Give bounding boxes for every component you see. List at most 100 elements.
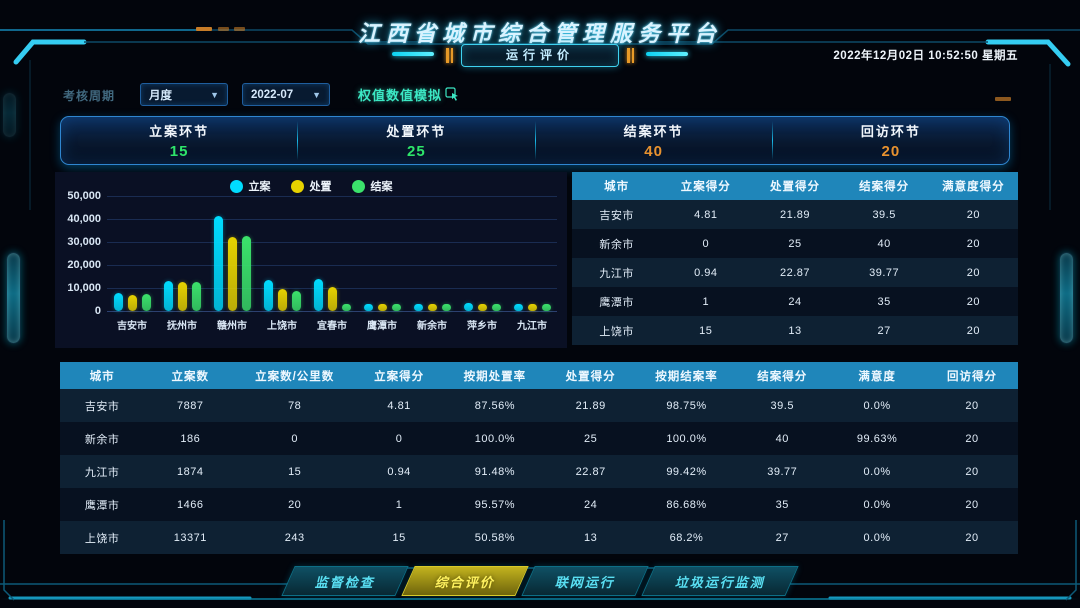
- nav-tab-联网运行[interactable]: 联网运行: [521, 566, 649, 596]
- bar-立案-新余市: [413, 304, 423, 311]
- cell: 20: [236, 488, 354, 521]
- cell: 鹰潭市: [60, 488, 145, 521]
- bar-结案-上饶市: [291, 290, 301, 311]
- header-cell: 处置得分: [544, 362, 637, 389]
- detail-table: 城市 立案数 立案数/公里数 立案得分 按期处置率 处置得分 按期结案率 结案得分 满意度 回访得…: [60, 362, 1018, 554]
- cell: 新余市: [60, 422, 145, 455]
- cell: 1466: [144, 488, 237, 521]
- legend-dot: [351, 179, 365, 193]
- chart-gridline: [107, 265, 557, 266]
- stat-label: 立案环节: [149, 124, 210, 139]
- cell: 39.5: [736, 389, 829, 422]
- header-cell: 按期处置率: [445, 362, 545, 389]
- bar-立案-宜春市: [313, 278, 323, 311]
- table-row: 吉安市 4.81 21.89 39.5 20: [572, 200, 1018, 229]
- stat-label: 回访环节: [860, 124, 921, 139]
- bar-处置-抚州市: [177, 281, 187, 311]
- nav-tab-label: 监督检查: [314, 574, 375, 590]
- cell: 39.5: [839, 200, 929, 229]
- cell: 4.81: [353, 389, 446, 422]
- cell: 0.0%: [828, 521, 926, 554]
- header-cell: 满意度: [828, 362, 926, 389]
- weight-simulation-link[interactable]: 权值数值模拟: [358, 85, 460, 104]
- nav-tab-垃圾运行监测[interactable]: 垃圾运行监测: [641, 566, 799, 596]
- nav-tab-综合评价[interactable]: 综合评价: [401, 566, 529, 596]
- cell: 87.56%: [445, 389, 545, 422]
- chart-gridline: [107, 219, 557, 220]
- cell: 91.48%: [445, 455, 545, 488]
- cell: 0: [353, 422, 446, 455]
- cell: 20: [925, 521, 1018, 554]
- bar-处置-鹰潭市: [377, 304, 387, 311]
- legend-item-处置[interactable]: 处置: [290, 178, 332, 194]
- nav-tab-监督检查[interactable]: 监督检查: [281, 566, 409, 596]
- right-edge-ornament: [1059, 252, 1074, 344]
- cell: 98.75%: [636, 389, 737, 422]
- month-value: 2022-07: [251, 88, 294, 101]
- stat-value: 25: [407, 143, 426, 160]
- cell: 25: [544, 422, 637, 455]
- cell: 100.0%: [445, 422, 545, 455]
- table-row: 新余市 186 0 0 100.0% 25 100.0% 40 99.63% 20: [60, 422, 1018, 455]
- legend-label: 结案: [370, 181, 393, 193]
- bar-处置-赣州市: [227, 236, 237, 311]
- cell: 35: [736, 488, 829, 521]
- header-cell: 立案数: [144, 362, 237, 389]
- cell: 20: [928, 200, 1018, 229]
- cell: 20: [928, 229, 1018, 258]
- cell: 99.42%: [636, 455, 737, 488]
- x-axis-label: 吉安市: [117, 321, 147, 332]
- bar-立案-吉安市: [113, 292, 123, 311]
- header-dash-left: [392, 52, 434, 56]
- chart-gridline: [107, 242, 557, 243]
- month-dropdown[interactable]: 2022-07 ▼: [242, 83, 330, 106]
- cell: 13371: [144, 521, 237, 554]
- period-filter-label: 考核周期: [63, 89, 116, 103]
- x-axis-label: 萍乡市: [467, 321, 497, 332]
- legend-item-结案[interactable]: 结案: [351, 178, 393, 194]
- bar-立案-上饶市: [263, 280, 273, 311]
- table-header-row: 城市 立案数 立案数/公里数 立案得分 按期处置率 处置得分 按期结案率 结案得分 满意度 回访得…: [60, 362, 1018, 389]
- cell: 68.2%: [636, 521, 737, 554]
- cell: 40: [736, 422, 829, 455]
- x-axis-label: 抚州市: [167, 321, 197, 332]
- stats-bar: 立案环节 15 处置环节 25 结案环节 40 回访环节 20: [60, 116, 1010, 165]
- cell: 1874: [144, 455, 237, 488]
- run-evaluation-tab[interactable]: 运行评价: [461, 44, 619, 67]
- stat-label: 结案环节: [623, 124, 684, 139]
- bar-结案-宜春市: [341, 304, 351, 311]
- x-axis-label: 赣州市: [217, 321, 247, 332]
- stat-cell-1: 处置环节 25: [298, 117, 534, 164]
- page-title: 江西省城市综合管理服务平台: [357, 21, 722, 46]
- left-edge-ornament: [6, 252, 21, 344]
- header-cell: 立案数/公里数: [236, 362, 354, 389]
- data-table: 城市 立案数 立案数/公里数 立案得分 按期处置率 处置得分 按期结案率 结案得分 满意度 回访得…: [60, 362, 1018, 554]
- period-type-dropdown[interactable]: 月度 ▼: [140, 83, 228, 106]
- x-axis-label: 上饶市: [267, 321, 297, 332]
- cell: 20: [925, 488, 1018, 521]
- cell: 4.81: [661, 200, 751, 229]
- header-orange-bars-right: [627, 48, 634, 63]
- data-table: 城市 立案得分 处置得分 结案得分 满意度得分 吉安市 4.81 21.89 39.5 20 新余市…: [572, 172, 1018, 345]
- cell: 0.0%: [828, 455, 926, 488]
- bar-立案-鹰潭市: [363, 304, 373, 311]
- x-axis-label: 新余市: [417, 321, 447, 332]
- cell: 78: [236, 389, 354, 422]
- legend-label: 处置: [309, 181, 332, 193]
- bar-结案-赣州市: [241, 236, 251, 311]
- legend-item-立案[interactable]: 立案: [229, 178, 271, 194]
- header-cell: 按期结案率: [636, 362, 737, 389]
- cell: 13: [544, 521, 637, 554]
- header-cell: 立案得分: [353, 362, 446, 389]
- bar-chart-panel: 立案 处置 结案 50,000 40,000 30,000 20,000 10,000 0 吉安…: [55, 172, 567, 348]
- table-header-row: 城市 立案得分 处置得分 结案得分 满意度得分: [572, 172, 1018, 200]
- cell: 0: [661, 229, 751, 258]
- cell: 九江市: [572, 258, 662, 287]
- chart-gridline: [107, 196, 557, 197]
- x-axis-label: 九江市: [517, 321, 547, 332]
- cell: 0.0%: [828, 488, 926, 521]
- cell: 22.87: [544, 455, 637, 488]
- bar-结案-吉安市: [141, 293, 151, 311]
- header-cell: 回访得分: [925, 362, 1018, 389]
- bottom-accent-line: [0, 598, 1080, 600]
